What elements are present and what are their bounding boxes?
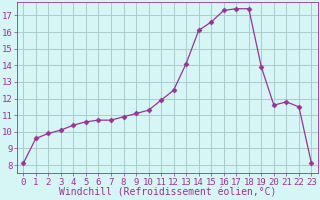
X-axis label: Windchill (Refroidissement éolien,°C): Windchill (Refroidissement éolien,°C)	[59, 188, 276, 198]
